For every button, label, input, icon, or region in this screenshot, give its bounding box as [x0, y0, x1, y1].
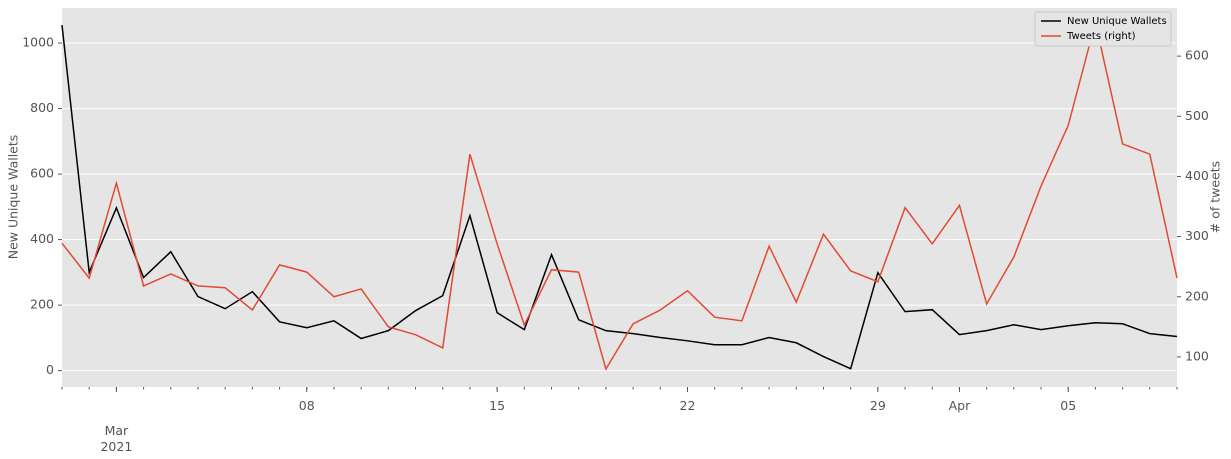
y-tick-label: 0 — [46, 362, 54, 377]
grid — [62, 42, 1177, 372]
legend-box — [1034, 11, 1172, 47]
series-line — [61, 22, 1178, 371]
x-tick-label: 15 — [489, 398, 506, 413]
x-tick-label: 08 — [298, 398, 315, 413]
y2-tick-label: 500 — [1185, 108, 1209, 123]
x-tick-label: 05 — [1060, 398, 1077, 413]
y-tick-label: 400 — [30, 231, 54, 246]
y-tick-label: 1000 — [22, 35, 54, 50]
y2-tick-label: 600 — [1185, 48, 1209, 63]
series-line — [61, 24, 1178, 370]
legend-label: New Unique Wallets — [1067, 16, 1167, 27]
y-tick-label: 600 — [30, 166, 54, 181]
x-tick-label: Apr — [948, 398, 971, 413]
y-tick-label: 800 — [30, 100, 54, 115]
y2-tick-label: 300 — [1185, 228, 1209, 243]
y2-tick-label: 400 — [1185, 168, 1209, 183]
y2-tick-label: 200 — [1185, 288, 1209, 303]
y-tick-label: 200 — [30, 297, 54, 312]
x-tick-label: 29 — [869, 398, 886, 413]
y2-axis-label: # of tweets — [1208, 161, 1223, 233]
legend-label: Tweets (right) — [1066, 31, 1136, 42]
plot-background — [62, 8, 1177, 387]
x-tick-label: 22 — [679, 398, 696, 413]
y2-tick-label: 100 — [1185, 348, 1209, 363]
x-tick-label: Mar 2021 — [100, 423, 133, 454]
y-axis-label: New Unique Wallets — [6, 135, 21, 260]
